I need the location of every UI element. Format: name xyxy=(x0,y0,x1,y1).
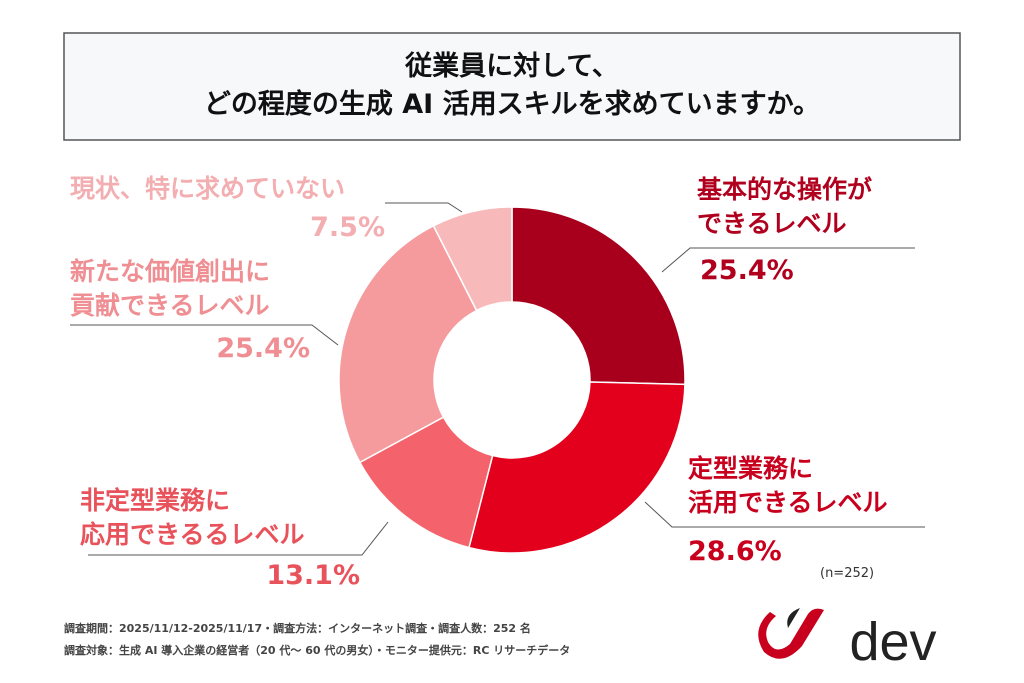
category-label: 基本的な操作が できるレベル xyxy=(697,175,873,238)
donut-slice xyxy=(432,206,513,312)
value-label: 7.5% xyxy=(310,212,385,243)
donut-slice xyxy=(511,206,686,386)
value-label: 28.6% xyxy=(688,536,782,567)
chart-title: 従業員に対して、 どの程度の生成 AI 活用スキルを求めていますか。 xyxy=(203,51,821,120)
category-label: 現状、特に求めていない xyxy=(70,174,346,203)
footnote: 調査対象：生成 AI 導入企業の経営者（20 代〜 60 代の男女）・モニター提… xyxy=(64,644,571,657)
logo-mark xyxy=(758,608,824,659)
donut-slice xyxy=(468,381,686,554)
logo: dev xyxy=(849,612,936,672)
category-label: 新たな価値創出に 貢献できるレベル xyxy=(70,257,271,320)
value-label: 13.1% xyxy=(266,560,360,591)
footnote: 調査期間：2025/11/12-2025/11/17・調査方法：インターネット調… xyxy=(64,622,531,635)
sample-size: (n=252) xyxy=(820,566,875,581)
leader-lines xyxy=(70,202,925,556)
value-label: 25.4% xyxy=(700,255,794,286)
category-label: 非定型業務に 応用できるるレベル xyxy=(80,486,305,549)
category-label: 定型業務に 活用できるレベル xyxy=(688,454,888,517)
donut-slice xyxy=(338,224,478,464)
value-label: 25.4% xyxy=(216,333,310,364)
donut xyxy=(338,206,686,554)
title-box xyxy=(63,32,961,141)
